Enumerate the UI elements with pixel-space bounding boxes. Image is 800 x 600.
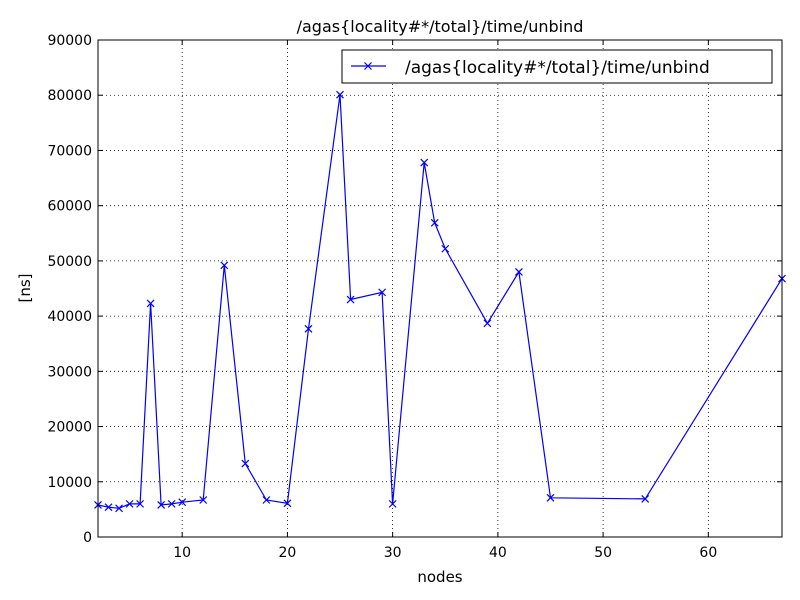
data-point: [430, 218, 439, 227]
data-point: [378, 288, 387, 297]
data-point: [146, 299, 155, 308]
data-point: [641, 494, 650, 503]
data-point: [241, 459, 250, 468]
y-tick-label: 30000: [47, 364, 92, 380]
x-tick-label: 30: [384, 545, 402, 561]
y-tick-label: 10000: [47, 475, 92, 491]
data-point: [304, 324, 313, 333]
data-point: [388, 499, 397, 508]
data-point: [178, 498, 187, 507]
data-point: [167, 499, 176, 508]
legend-marker: [364, 62, 372, 70]
legend-box: [341, 49, 773, 84]
x-axis-label: nodes: [417, 568, 462, 586]
data-point: [483, 319, 492, 328]
y-tick-label: 70000: [47, 143, 92, 159]
y-tick-label: 60000: [47, 199, 92, 215]
y-tick-label: 20000: [47, 420, 92, 436]
legend-label: /agas{locality#*/total}/time/unbind: [405, 58, 710, 78]
data-point: [262, 496, 271, 504]
data-point: [336, 90, 344, 99]
legend: /agas{locality#*/total}/time/unbind: [341, 49, 773, 84]
grid: [98, 40, 782, 537]
data-point: [220, 261, 229, 270]
plot-frame: [97, 39, 783, 538]
x-tick-label: 20: [279, 545, 297, 561]
y-tick-label: 90000: [47, 33, 92, 49]
data-point: [514, 268, 523, 276]
data-point: [283, 499, 292, 508]
y-tick-label: 50000: [47, 254, 92, 270]
data-point: [346, 295, 355, 304]
data-point: [420, 158, 429, 167]
axis-ticks: 0 10000 20000 30000 40000 50000 60000 70000 8000…: [47, 33, 782, 561]
data-point: [546, 493, 555, 502]
y-axis-label: [ns]: [16, 273, 34, 302]
chart-title: /agas{locality#*/total}/time/unbind: [297, 17, 584, 36]
y-tick-label: 0: [83, 530, 92, 546]
data-point: [104, 503, 113, 512]
x-tick-label: 50: [594, 545, 612, 561]
x-tick-label: 60: [699, 545, 717, 561]
x-tick-label: 10: [173, 545, 191, 561]
y-tick-label: 40000: [47, 309, 92, 325]
data-point: [136, 499, 145, 508]
x-tick-label: 40: [489, 545, 507, 561]
series-group: [94, 90, 786, 513]
data-point: [115, 504, 123, 513]
data-point: [441, 244, 450, 253]
data-point: [199, 496, 208, 504]
data-point: [157, 501, 166, 509]
data-point: [125, 499, 134, 508]
y-tick-label: 80000: [47, 88, 92, 104]
